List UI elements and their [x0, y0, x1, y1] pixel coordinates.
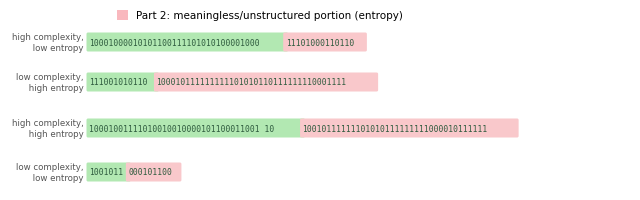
Text: low complexity,
 high entropy: low complexity, high entropy [17, 73, 84, 93]
Text: 111001010110: 111001010110 [89, 78, 147, 87]
Text: low complexity,
 low entropy: low complexity, low entropy [17, 162, 84, 182]
Text: 10001000010101100111101010100001000: 10001000010101100111101010100001000 [89, 38, 260, 47]
Text: 000101100: 000101100 [129, 168, 172, 177]
FancyBboxPatch shape [86, 73, 159, 92]
FancyBboxPatch shape [154, 73, 378, 92]
Text: high complexity,
 high entropy: high complexity, high entropy [12, 118, 84, 138]
Text: 100010111111111101010110111111110001111: 100010111111111101010110111111110001111 [156, 78, 347, 87]
Legend: Part 2: meaningless/unstructured portion (entropy): Part 2: meaningless/unstructured portion… [117, 11, 403, 21]
FancyBboxPatch shape [300, 119, 518, 138]
Text: 10010111111101010111111111000010111111: 10010111111101010111111111000010111111 [303, 124, 488, 133]
FancyBboxPatch shape [284, 33, 367, 52]
FancyBboxPatch shape [86, 163, 131, 182]
FancyBboxPatch shape [126, 163, 181, 182]
FancyBboxPatch shape [86, 33, 288, 52]
FancyBboxPatch shape [86, 119, 305, 138]
Text: high complexity,
 low entropy: high complexity, low entropy [12, 33, 84, 53]
Text: 11101000110110: 11101000110110 [285, 38, 354, 47]
Text: 10001001111010010010000101100011001 10: 10001001111010010010000101100011001 10 [89, 124, 275, 133]
Text: 1001011: 1001011 [89, 168, 123, 177]
